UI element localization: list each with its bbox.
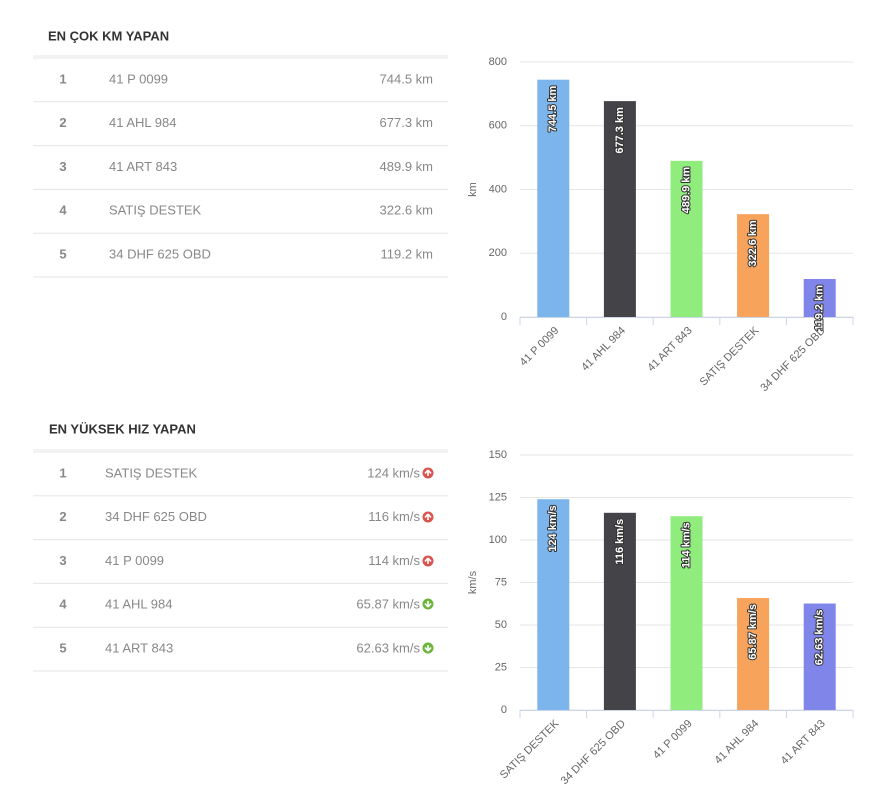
row-value: 677.3 km: [380, 115, 433, 130]
up-icon: [422, 511, 434, 523]
y-axis-title: km: [467, 182, 479, 197]
bar-label: 124 km/s: [547, 505, 559, 551]
bar-label: 65.87 km/s: [747, 604, 759, 660]
rank: 5: [59, 247, 66, 262]
vehicle-name: SATIŞ DESTEK: [105, 465, 198, 480]
row-value: 322.6 km: [380, 203, 433, 218]
rank: 4: [59, 203, 67, 218]
bar: [537, 499, 570, 710]
bar: [603, 512, 636, 710]
vehicle-name: 41 P 0099: [105, 553, 164, 568]
x-tick-label: 41 P 0099: [518, 325, 562, 369]
x-tick-label: 34 DHF 625 OBD: [758, 325, 827, 394]
y-tick-label: 125: [489, 491, 507, 503]
rank: 2: [59, 115, 66, 130]
vehicle-name: 41 AHL 984: [109, 115, 176, 130]
bar: [803, 603, 836, 710]
y-tick-label: 800: [489, 56, 507, 68]
y-axis-title: km/s: [467, 570, 479, 594]
y-tick-label: 600: [489, 120, 507, 132]
y-tick-label: 50: [495, 619, 507, 631]
rank: 1: [59, 465, 66, 480]
vehicle-name: SATIŞ DESTEK: [109, 203, 202, 218]
bar-label: 677.3 km: [614, 107, 626, 154]
x-tick-label: 41 ART 843: [779, 718, 828, 767]
row-value: 489.9 km: [380, 159, 433, 174]
y-tick-label: 200: [489, 247, 507, 259]
bar-label: 744.5 km: [547, 85, 559, 132]
rank: 1: [59, 71, 66, 86]
y-tick-label: 75: [495, 576, 507, 588]
up-icon: [422, 555, 434, 567]
x-tick-label: SATIŞ DESTEK: [698, 324, 762, 388]
row-value: 114 km/s: [368, 553, 420, 568]
down-icon: [422, 598, 434, 610]
bar-label: 489.9 km: [680, 167, 692, 214]
bar: [803, 279, 836, 317]
row-value: 124 km/s: [367, 465, 420, 480]
row-value: 116 km/s: [368, 509, 420, 524]
bar: [670, 516, 703, 710]
x-tick-label: 34 DHF 625 OBD: [559, 718, 628, 787]
y-tick-label: 0: [501, 704, 507, 716]
bar-label: 62.63 km/s: [814, 610, 826, 666]
y-tick-label: 0: [501, 311, 507, 323]
bar-label: 119.2 km: [814, 285, 826, 331]
bar: [603, 101, 636, 317]
bar: [537, 79, 570, 317]
y-tick-label: 100: [489, 534, 507, 546]
rank: 4: [59, 597, 67, 612]
bar-label: 322.6 km: [747, 220, 759, 267]
down-icon: [422, 642, 434, 654]
x-tick-label: 41 ART 843: [645, 325, 694, 374]
bar-label: 114 km/s: [680, 522, 692, 568]
rank: 3: [59, 159, 66, 174]
y-tick-label: 25: [495, 661, 507, 673]
rank: 5: [59, 641, 66, 656]
vehicle-name: 41 ART 843: [109, 159, 177, 174]
bar: [737, 214, 770, 317]
y-tick-label: 400: [489, 183, 507, 195]
x-tick-label: SATIŞ DESTEK: [498, 717, 562, 781]
vehicle-name: 41 AHL 984: [105, 597, 172, 612]
row-value: 744.5 km: [380, 71, 433, 86]
x-tick-label: 41 AHL 984: [579, 325, 628, 374]
vehicle-name: 41 ART 843: [105, 641, 173, 656]
rank: 2: [59, 509, 66, 524]
vehicle-name: 34 DHF 625 OBD: [105, 509, 207, 524]
rank: 3: [59, 553, 66, 568]
row-value: 62.63 km/s: [356, 641, 420, 656]
y-tick-label: 150: [489, 449, 507, 461]
table-title: EN YÜKSEK HIZ YAPAN: [49, 421, 196, 436]
table-title: EN ÇOK KM YAPAN: [48, 28, 169, 43]
x-tick-label: 41 P 0099: [651, 718, 695, 762]
bar-label: 116 km/s: [614, 519, 626, 565]
up-icon: [422, 467, 434, 479]
bar: [737, 598, 770, 710]
row-value: 65.87 km/s: [356, 597, 420, 612]
trend-icons: [422, 467, 434, 654]
row-value: 119.2 km: [380, 247, 433, 262]
vehicle-name: 34 DHF 625 OBD: [109, 247, 211, 262]
vehicle-name: 41 P 0099: [109, 71, 168, 86]
x-tick-label: 41 AHL 984: [712, 718, 761, 767]
bar: [670, 160, 703, 317]
